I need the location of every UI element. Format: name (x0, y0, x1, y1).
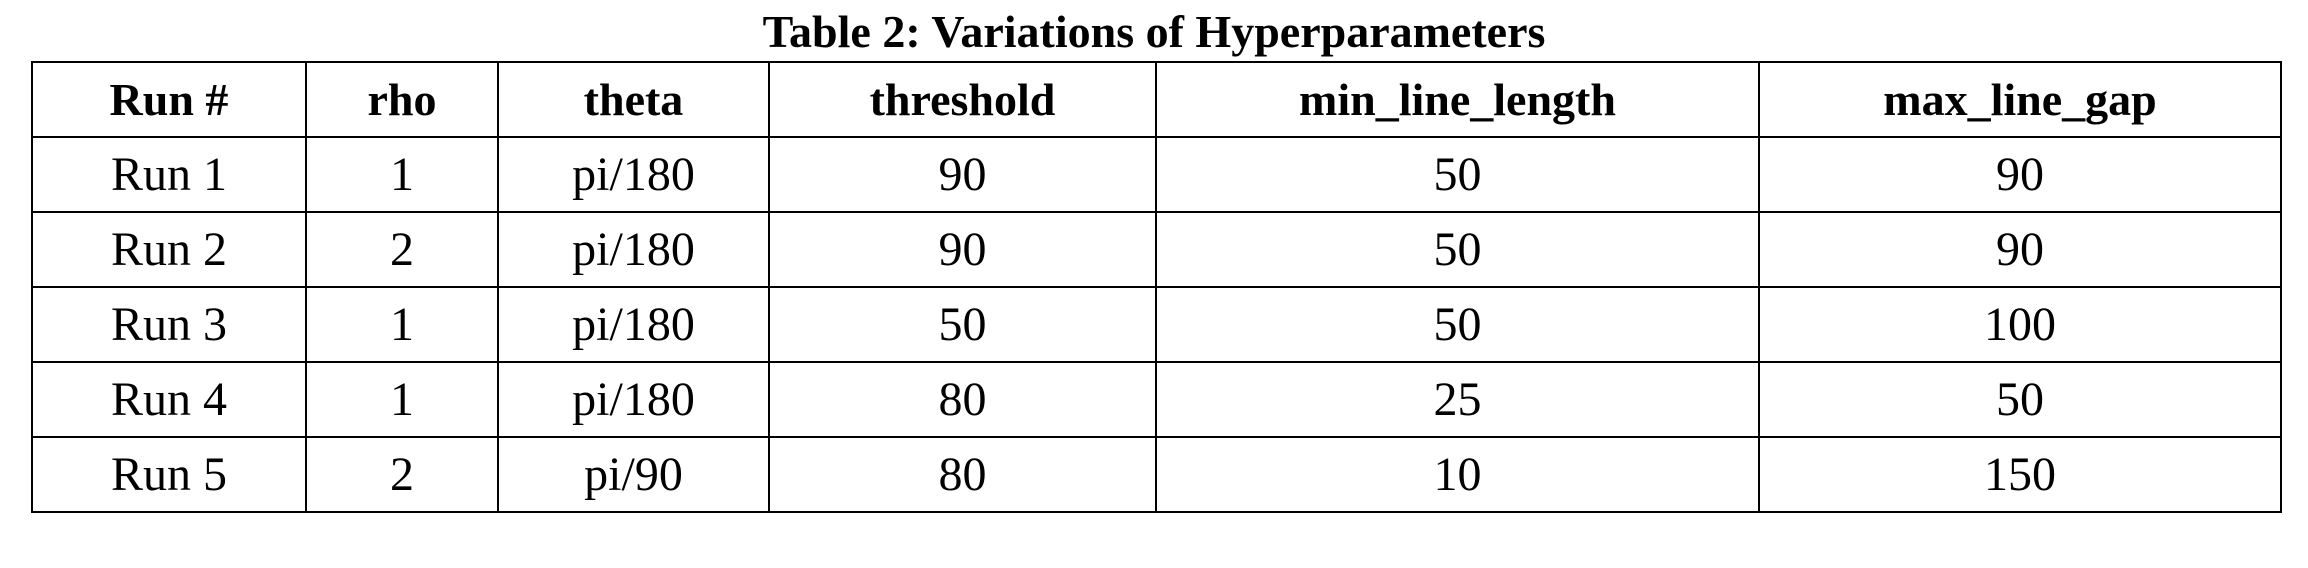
header-min-line-length: min_line_length (1155, 61, 1760, 138)
cell-max-line-gap: 90 (1758, 136, 2282, 213)
cell-threshold: 90 (768, 136, 1157, 213)
cell-theta: pi/180 (497, 136, 770, 213)
cell-theta: pi/180 (497, 211, 770, 288)
cell-min-line-length: 50 (1155, 286, 1760, 363)
cell-max-line-gap: 150 (1758, 436, 2282, 513)
cell-rho: 1 (305, 136, 499, 213)
table-row: Run 5 2 pi/90 80 10 150 (31, 436, 2282, 513)
cell-threshold: 80 (768, 361, 1157, 438)
cell-rho: 1 (305, 361, 499, 438)
cell-run: Run 1 (31, 136, 307, 213)
cell-min-line-length: 10 (1155, 436, 1760, 513)
cell-max-line-gap: 100 (1758, 286, 2282, 363)
cell-max-line-gap: 90 (1758, 211, 2282, 288)
table-row: Run 2 2 pi/180 90 50 90 (31, 211, 2282, 288)
table-row: Run 3 1 pi/180 50 50 100 (31, 286, 2282, 363)
table-caption: Table 2: Variations of Hyperparameters (762, 6, 1546, 57)
header-row: Run # rho theta threshold min_line_lengt… (31, 61, 2282, 138)
hyperparameter-table: Run # rho theta threshold min_line_lengt… (31, 61, 2282, 513)
header-rho: rho (305, 61, 499, 138)
cell-run: Run 3 (31, 286, 307, 363)
cell-threshold: 50 (768, 286, 1157, 363)
cell-min-line-length: 25 (1155, 361, 1760, 438)
cell-min-line-length: 50 (1155, 136, 1760, 213)
cell-run: Run 5 (31, 436, 307, 513)
cell-theta: pi/90 (497, 436, 770, 513)
cell-rho: 1 (305, 286, 499, 363)
cell-rho: 2 (305, 436, 499, 513)
table-row: Run 4 1 pi/180 80 25 50 (31, 361, 2282, 438)
header-theta: theta (497, 61, 770, 138)
cell-run: Run 2 (31, 211, 307, 288)
cell-rho: 2 (305, 211, 499, 288)
cell-threshold: 80 (768, 436, 1157, 513)
header-max-line-gap: max_line_gap (1758, 61, 2282, 138)
cell-max-line-gap: 50 (1758, 361, 2282, 438)
table-row: Run 1 1 pi/180 90 50 90 (31, 136, 2282, 213)
cell-theta: pi/180 (497, 361, 770, 438)
cell-threshold: 90 (768, 211, 1157, 288)
cell-min-line-length: 50 (1155, 211, 1760, 288)
header-threshold: threshold (768, 61, 1157, 138)
cell-theta: pi/180 (497, 286, 770, 363)
cell-run: Run 4 (31, 361, 307, 438)
header-run: Run # (31, 61, 307, 138)
